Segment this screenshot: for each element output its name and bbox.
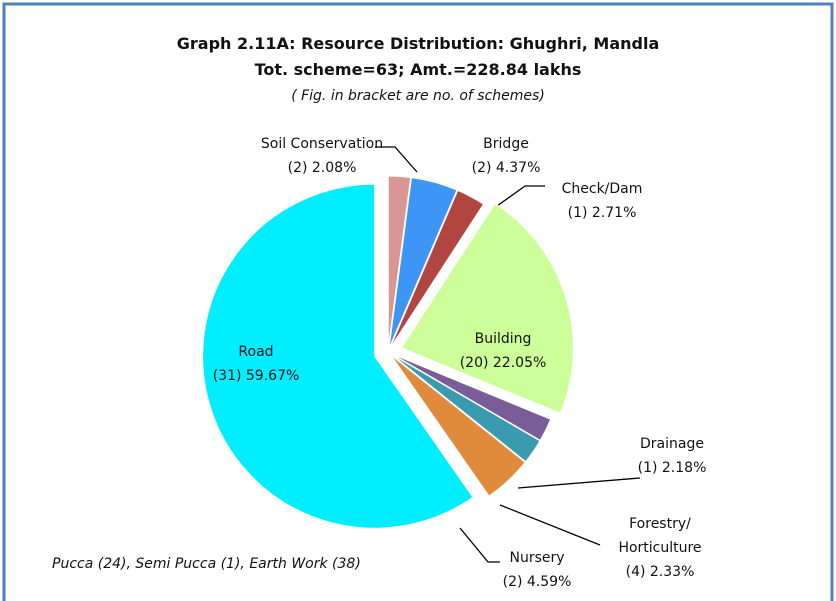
leader-line <box>499 504 601 546</box>
slice-label: Road <box>238 344 274 360</box>
pie-slice <box>391 353 552 442</box>
slice-value: (2) 4.59% <box>502 574 572 590</box>
slice-label: Drainage <box>640 436 704 452</box>
pie-slice <box>400 202 574 414</box>
pie-slice <box>390 353 541 463</box>
slice-label: Check/Dam <box>561 181 643 197</box>
slice-label: Forestry/ Horticulture <box>618 516 702 556</box>
slice-value: (2) 4.37% <box>471 160 541 176</box>
slice-value: (31) 59.67% <box>212 368 300 384</box>
slice-label: Soil Conservation <box>260 136 384 152</box>
slice-value: (20) 22.05% <box>459 355 547 371</box>
note: ( Fig. in bracket are no. of schemes) <box>291 88 545 104</box>
leader-lines <box>375 146 641 563</box>
slice-value: (1) 2.18% <box>637 460 707 476</box>
leader-line <box>496 185 545 207</box>
pie-slice <box>388 177 458 349</box>
slice-label: Nursery <box>509 550 565 566</box>
leader-line <box>459 527 500 563</box>
slice-value: (2) 2.08% <box>287 160 357 176</box>
leader-line <box>375 146 418 173</box>
pie-slice <box>202 183 474 529</box>
slice-label: Bridge <box>483 136 529 152</box>
chart-title: Graph 2.11A: Resource Distribution: Ghug… <box>176 34 660 53</box>
slice-value: (4) 2.33% <box>625 564 695 580</box>
pie-slice <box>390 354 526 497</box>
pie-slice <box>387 175 412 349</box>
pie-slice <box>389 189 485 349</box>
slice-label: Building <box>474 331 532 347</box>
slice-value: (1) 2.71% <box>567 205 637 221</box>
chart-subtitle: Tot. scheme=63; Amt.=228.84 lakhs <box>254 60 582 79</box>
leader-line <box>517 477 641 489</box>
annotation: Pucca (24), Semi Pucca (1), Earth Work (… <box>52 556 361 572</box>
